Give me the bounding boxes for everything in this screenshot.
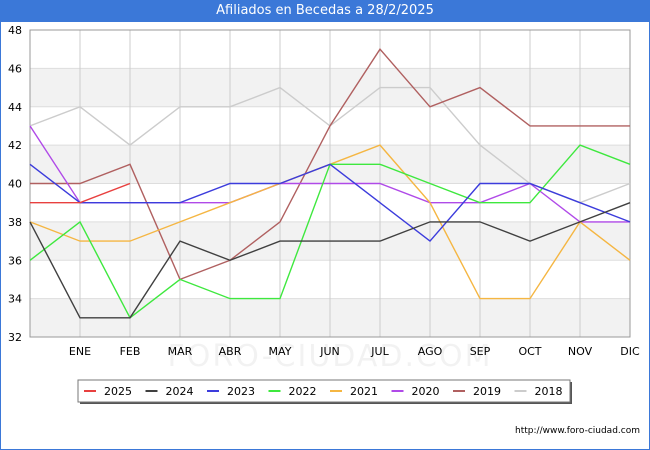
legend-label-2021: 2021 bbox=[350, 385, 378, 398]
legend-label-2022: 2022 bbox=[289, 385, 317, 398]
series-line-2023 bbox=[29, 163, 631, 243]
legend-label-2018: 2018 bbox=[535, 385, 563, 398]
x-tick-label: ABR bbox=[219, 345, 242, 358]
y-tick-label: 48 bbox=[8, 24, 22, 37]
chart-title: Afiliados en Becedas a 28/2/2025 bbox=[0, 0, 650, 22]
legend-label-2019: 2019 bbox=[473, 385, 501, 398]
y-tick-label: 38 bbox=[8, 216, 22, 229]
x-tick-label: FEB bbox=[120, 345, 141, 358]
x-tick-label: OCT bbox=[518, 345, 541, 358]
x-tick-label: JUN bbox=[319, 345, 340, 358]
y-tick-label: 36 bbox=[8, 254, 22, 267]
x-tick-label: ENE bbox=[69, 345, 91, 358]
footer-url[interactable]: http://www.foro-ciudad.com bbox=[515, 426, 640, 436]
x-tick-label: DIC bbox=[620, 345, 640, 358]
series-line-2024 bbox=[29, 202, 631, 319]
legend-label-2023: 2023 bbox=[227, 385, 255, 398]
series-line-2019 bbox=[30, 48, 630, 281]
y-tick-label: 42 bbox=[8, 139, 22, 152]
y-tick-label: 32 bbox=[8, 331, 22, 344]
y-tick-label: 40 bbox=[8, 178, 22, 191]
watermark: FORO-CIUDAD.COM bbox=[168, 339, 493, 374]
x-tick-label: MAY bbox=[269, 345, 292, 358]
x-tick-label: AGO bbox=[418, 345, 443, 358]
legend-box bbox=[77, 379, 571, 403]
x-tick-label: MAR bbox=[168, 345, 193, 358]
x-tick-label: NOV bbox=[568, 345, 593, 358]
legend-label-2025: 2025 bbox=[104, 385, 132, 398]
x-tick-label: JUL bbox=[370, 345, 389, 358]
x-tick-label: SEP bbox=[470, 345, 491, 358]
legend-label-2024: 2024 bbox=[166, 385, 194, 398]
legend-label-2020: 2020 bbox=[412, 385, 440, 398]
y-tick-label: 34 bbox=[8, 293, 22, 306]
y-tick-label: 44 bbox=[8, 101, 22, 114]
series-line-2025 bbox=[30, 182, 131, 204]
y-tick-label: 46 bbox=[8, 62, 22, 75]
